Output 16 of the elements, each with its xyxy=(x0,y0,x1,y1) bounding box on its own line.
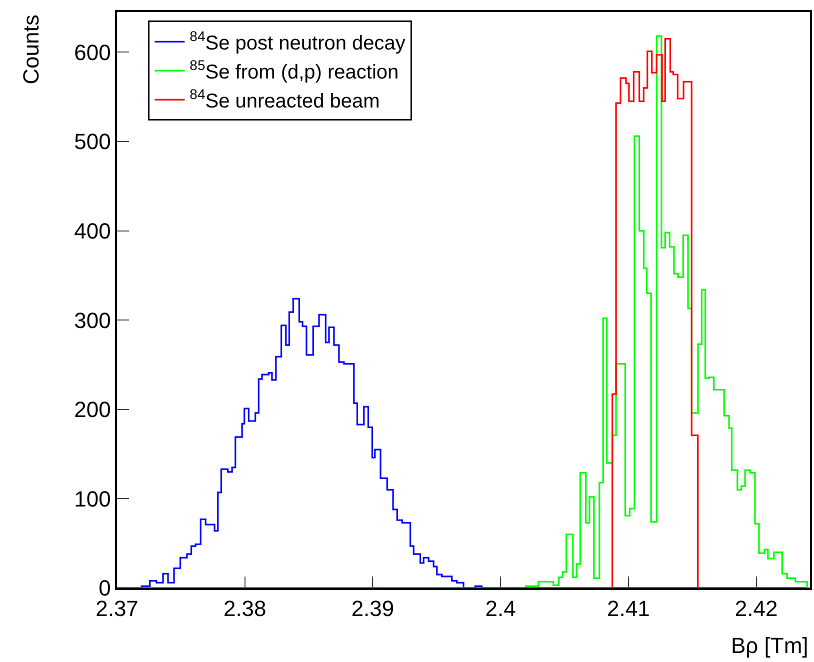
y-tick-label: 200 xyxy=(74,397,111,422)
y-axis-title: Counts xyxy=(18,14,44,84)
y-tick-label: 600 xyxy=(74,40,111,65)
y-tick-label: 400 xyxy=(74,218,111,244)
x-tick-label: 2.38 xyxy=(223,596,266,622)
legend-label: $^{84}$Se unreacted beam xyxy=(190,86,380,112)
x-tick-label: 2.4 xyxy=(485,596,516,622)
x-axis-title: Bρ [Tm] xyxy=(731,633,808,658)
x-tick-label: 2.41 xyxy=(607,596,650,622)
y-tick-label: 100 xyxy=(74,486,111,512)
y-tick-label: 500 xyxy=(74,129,111,154)
legend-label: $^{84}$Se post neutron decay xyxy=(190,28,406,54)
x-tick-label: 2.39 xyxy=(351,596,394,622)
y-tick-label: 300 xyxy=(74,308,111,333)
x-tick-label: 2.42 xyxy=(734,596,778,622)
legend-label: $^{85}$Se from (d,p) reaction xyxy=(190,57,399,84)
